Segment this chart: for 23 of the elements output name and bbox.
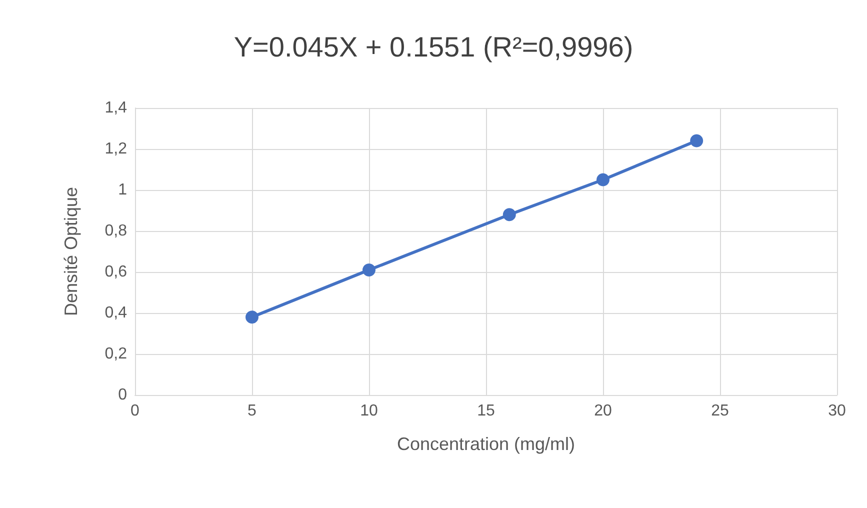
y-tick-label: 0,8 [104, 222, 128, 240]
chart-title: Y=0.045X + 0.1551 (R²=0,9996) [234, 32, 634, 62]
y-tick-label: 1 [118, 182, 128, 198]
point [362, 263, 376, 276]
x-tick-label: 0 [130, 402, 140, 420]
x-tick-label: 15 [477, 402, 495, 420]
x-tick-label: 5 [248, 402, 257, 420]
x-tick-label: 20 [594, 402, 612, 420]
point [596, 173, 610, 186]
point [502, 208, 516, 222]
y-tick-label: 0,6 [104, 264, 128, 280]
y-tick-label: 1,4 [104, 100, 128, 116]
x-axis-title: Concentration (mg/ml) [396, 434, 576, 454]
x-tick-label: 30 [828, 402, 846, 420]
point [246, 310, 258, 324]
y-tick-label: 0,4 [104, 304, 128, 322]
x-tick-label: 10 [360, 402, 378, 420]
y-axis-title: Densité Optique [61, 186, 81, 316]
point [690, 134, 704, 148]
y-tick-label: 0,2 [104, 346, 128, 362]
y-tick-label: 1,2 [104, 140, 128, 158]
y-tick-label: 0 [118, 386, 128, 404]
x-tick-label: 25 [711, 402, 729, 420]
